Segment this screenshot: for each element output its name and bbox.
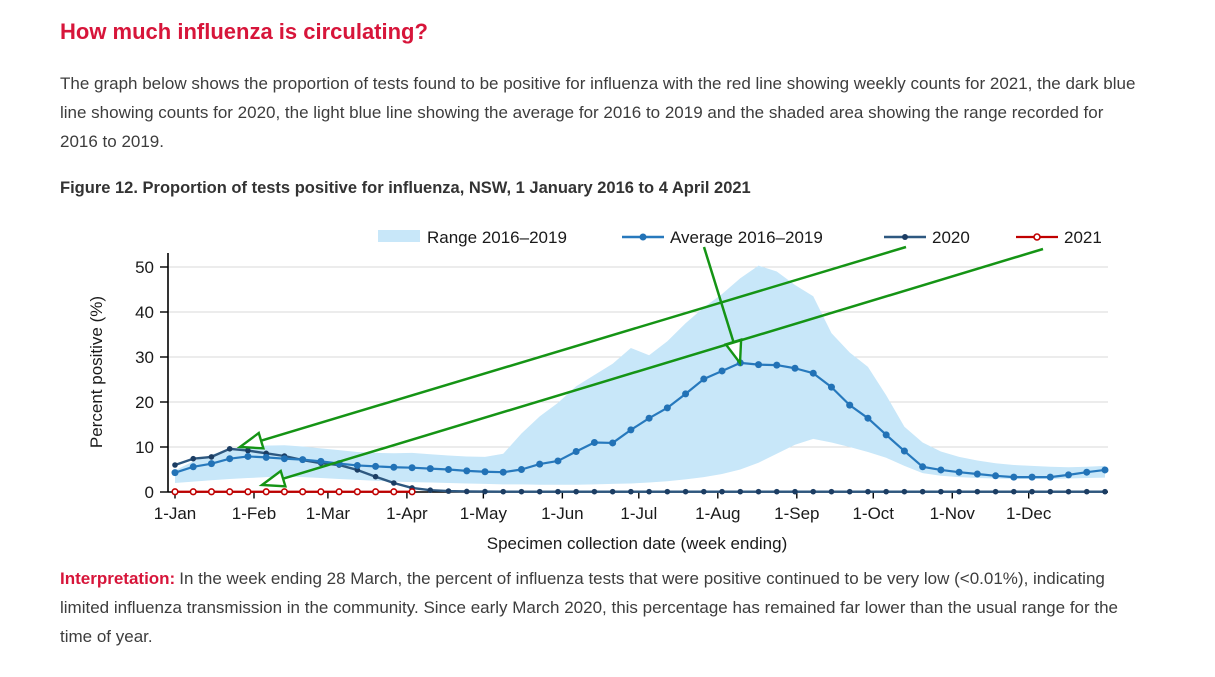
chart-legend: Range 2016–2019 Average 2016–2019 2020 2… [378,228,1102,247]
chart-plot-area: 0 10 20 30 40 50 1-Jan 1-Feb 1-Mar 1-Apr 1-May 1-Ju… [135,245,1109,523]
legend-label-2020: 2020 [932,228,970,247]
x-tick-label: 1-Feb [232,504,276,523]
y-tick-label: 20 [135,393,154,412]
y-tick-label: 10 [135,438,154,457]
series-average-line [171,359,1109,481]
x-tick-label: 1-Jan [154,504,197,523]
figure-12-chart: 0 10 20 30 40 50 1-Jan 1-Feb 1-Mar 1-Apr 1-May 1-Ju… [0,213,1215,565]
y-tick-label: 50 [135,258,154,277]
range-band-area [175,265,1105,485]
x-tick-label: 1-Aug [695,504,740,523]
y-tick-label: 30 [135,348,154,367]
figure-caption: Figure 12. Proportion of tests positive … [60,179,751,197]
y-tick-label: 40 [135,303,154,322]
series-2021-line [171,488,416,496]
legend-label-range: Range 2016–2019 [427,228,567,247]
x-tick-label: 1-Nov [930,504,976,523]
legend-marker-average [639,233,647,241]
interpretation-label: Interpretation: [60,569,176,588]
annotation-arrow [236,245,907,450]
x-axis-title: Specimen collection date (week ending) [487,534,788,553]
interpretation-text: In the week ending 28 March, the percent… [60,569,1119,646]
x-tick-label: 1-Sep [774,504,819,523]
x-tick-label: 1-Jun [541,504,584,523]
annotation-arrow [258,247,1044,488]
legend-swatch-range [378,230,420,242]
x-tick-label: 1-May [460,504,508,523]
y-tick-label: 0 [145,483,154,502]
legend-marker-2021 [1033,233,1041,241]
x-tick-label: 1-Jul [620,504,657,523]
legend-label-2021: 2021 [1064,228,1102,247]
x-tick-label: 1-Dec [1006,504,1052,523]
legend-marker-2020 [902,234,908,240]
page-title: How much influenza is circulating? [60,19,428,44]
x-tick-label: 1-Oct [852,504,894,523]
legend-label-average: Average 2016–2019 [670,228,823,247]
x-tick-label: 1-Mar [306,504,351,523]
chart-canvas: 0 10 20 30 40 50 1-Jan 1-Feb 1-Mar 1-Apr 1-May 1-Ju… [87,228,1109,553]
intro-paragraph: The graph below shows the proportion of … [60,74,1136,151]
interpretation-paragraph: Interpretation: In the week ending 28 Mar… [60,564,1150,651]
x-tick-label: 1-Apr [386,504,428,523]
y-axis-title: Percent positive (%) [87,296,106,448]
